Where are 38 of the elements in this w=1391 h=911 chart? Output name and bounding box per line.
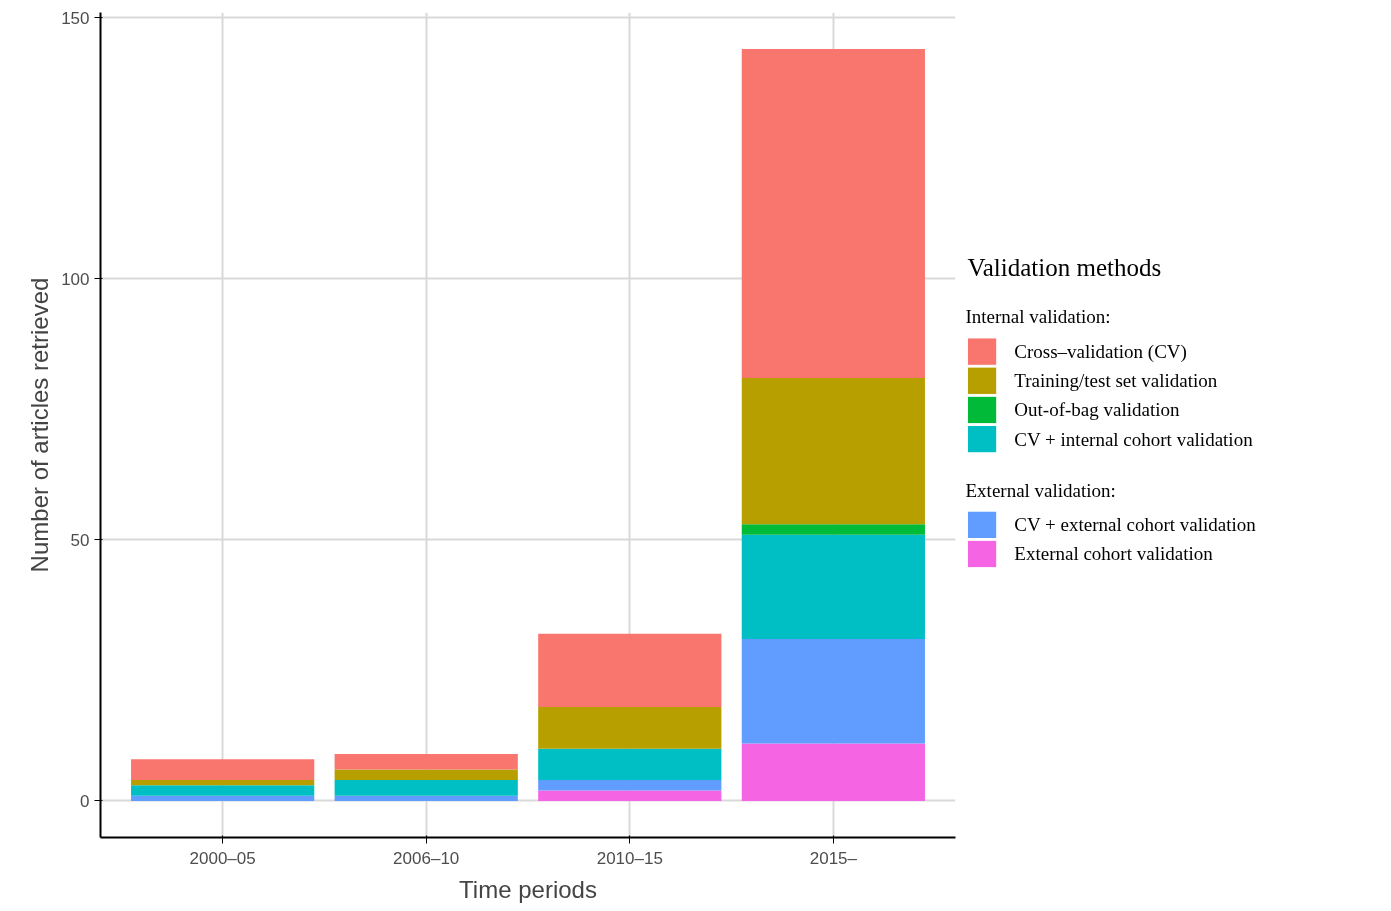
- bar: [741, 534, 925, 640]
- bar: [131, 795, 315, 801]
- bar: [538, 780, 722, 791]
- y-tick-label: 150: [61, 8, 90, 28]
- legend-label: External cohort validation: [1014, 543, 1214, 565]
- x-tick-label: 2010–15: [596, 848, 663, 868]
- text: External validation:: [965, 479, 1116, 501]
- legend-label: CV + external cohort validation: [1014, 514, 1257, 536]
- x-tick-label: 2000–05: [189, 848, 256, 868]
- bar: [131, 780, 315, 786]
- bar: [334, 780, 518, 796]
- x-axis-title: Time periods: [459, 875, 597, 903]
- legend-label: CV + internal cohort validation: [1014, 428, 1254, 450]
- legend-label: Cross–validation (CV): [1014, 341, 1187, 364]
- x-tick-label: 2015–: [809, 848, 858, 868]
- bar: [131, 759, 315, 781]
- bar: [334, 769, 518, 781]
- bar: [741, 378, 925, 525]
- y-tick-label: 0: [80, 791, 90, 811]
- bar: [741, 49, 925, 379]
- x-tick-label: 2006–10: [393, 848, 460, 868]
- bar: [538, 748, 722, 781]
- legend-label: Out-of-bag validation: [1014, 399, 1180, 421]
- legend-label: Training/test set validation: [1014, 370, 1218, 392]
- bar: [334, 753, 518, 770]
- bar: [741, 743, 925, 801]
- bar: [538, 633, 722, 707]
- bar: [538, 706, 722, 749]
- bar: [131, 785, 315, 796]
- text: Internal validation:: [965, 306, 1111, 328]
- bar: [334, 795, 518, 801]
- y-axis-title: Number of articles retrieved: [26, 277, 54, 573]
- bar: [741, 524, 925, 535]
- legend-title: Validation methods: [967, 254, 1162, 282]
- bar: [538, 790, 722, 801]
- bar: [741, 639, 925, 744]
- y-tick-label: 50: [70, 530, 90, 550]
- y-tick-label: 100: [61, 269, 90, 289]
